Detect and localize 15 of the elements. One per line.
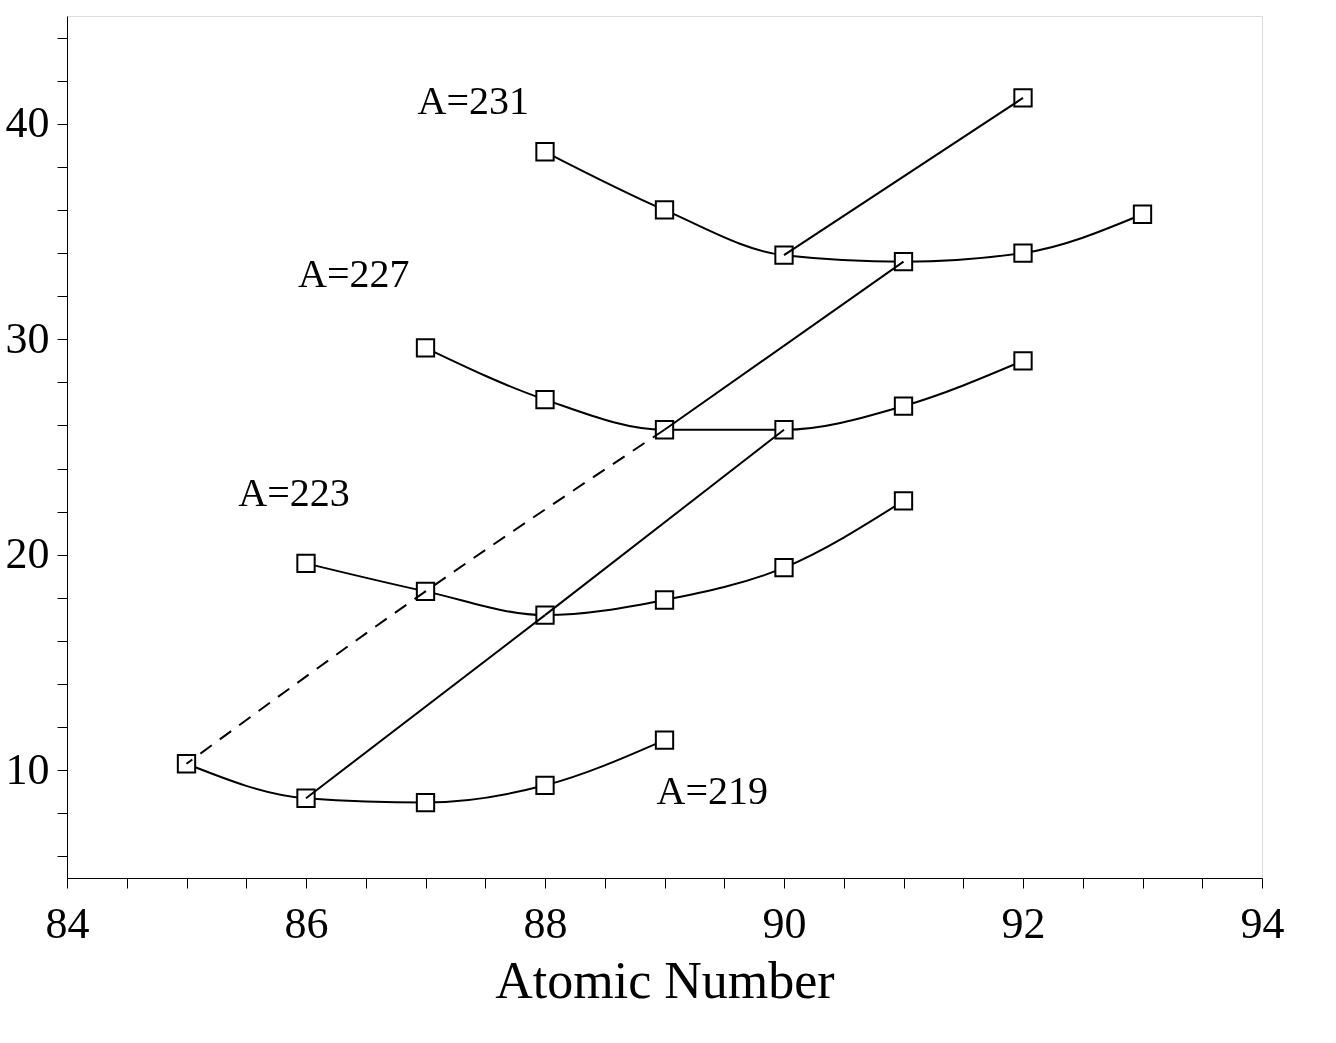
y-tick-label: 30 xyxy=(5,313,50,363)
x-tick-label: 90 xyxy=(762,898,807,948)
y-tick-label: 10 xyxy=(5,744,50,794)
y-tick-label: 40 xyxy=(5,98,50,148)
y-tick-label: 20 xyxy=(5,529,50,579)
x-tick-label: 92 xyxy=(1001,898,1046,948)
annotation: A=223 xyxy=(238,470,350,516)
x-tick-label: 94 xyxy=(1240,898,1285,948)
x-tick-label: 88 xyxy=(523,898,568,948)
x-tick-label: 86 xyxy=(284,898,329,948)
x-tick-label: 84 xyxy=(45,898,90,948)
annotation: A=227 xyxy=(298,250,410,296)
x-axis-title: Atomic Number xyxy=(495,951,835,1009)
annotation: A=219 xyxy=(656,767,769,813)
annotation: A=231 xyxy=(417,78,530,124)
